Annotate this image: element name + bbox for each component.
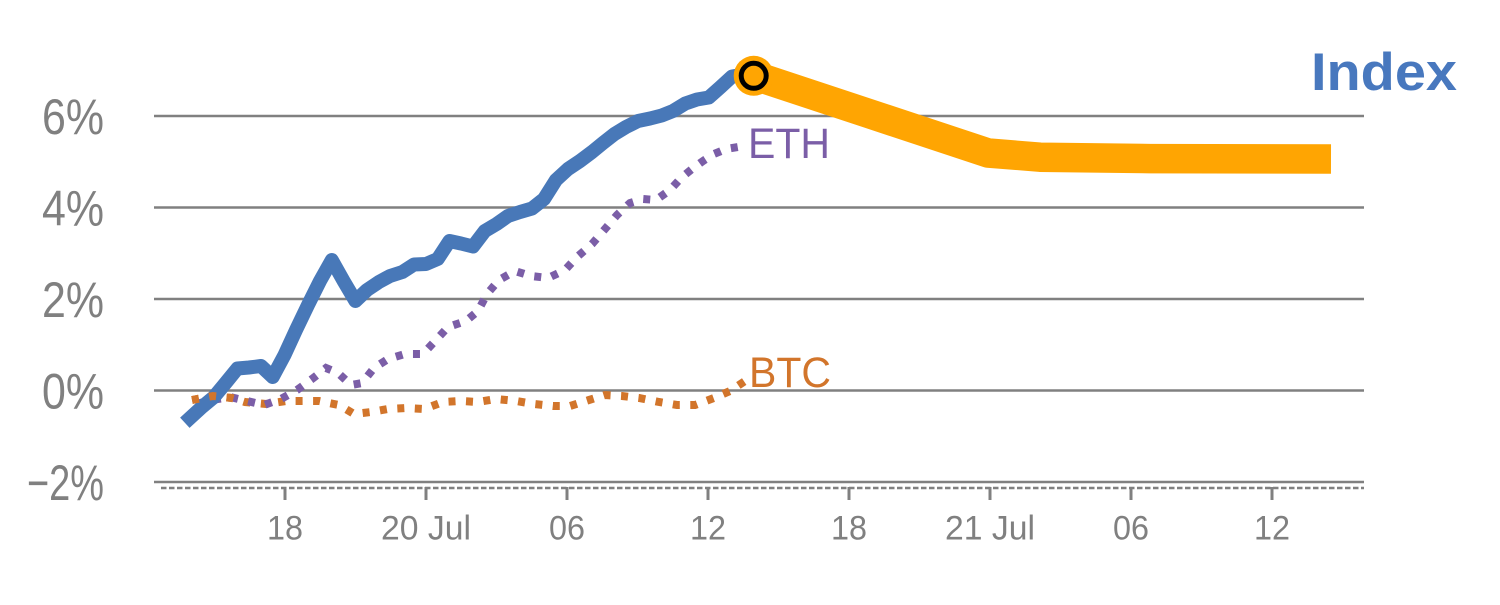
svg-text:6%: 6%: [42, 89, 104, 145]
svg-text:12: 12: [1254, 510, 1290, 548]
svg-text:21 Jul: 21 Jul: [945, 510, 1035, 548]
svg-text:ETH: ETH: [748, 120, 830, 168]
svg-text:18: 18: [831, 510, 867, 548]
svg-text:20 Jul: 20 Jul: [381, 510, 471, 548]
svg-text:Index: Index: [1311, 43, 1458, 102]
svg-text:2%: 2%: [42, 272, 104, 328]
svg-text:12: 12: [690, 510, 726, 548]
svg-text:06: 06: [549, 510, 585, 548]
svg-text:−2%: −2%: [27, 455, 104, 511]
svg-text:4%: 4%: [42, 181, 104, 237]
svg-text:18: 18: [267, 510, 303, 548]
svg-text:0%: 0%: [42, 364, 104, 420]
svg-text:BTC: BTC: [749, 349, 831, 397]
svg-text:06: 06: [1113, 510, 1149, 548]
